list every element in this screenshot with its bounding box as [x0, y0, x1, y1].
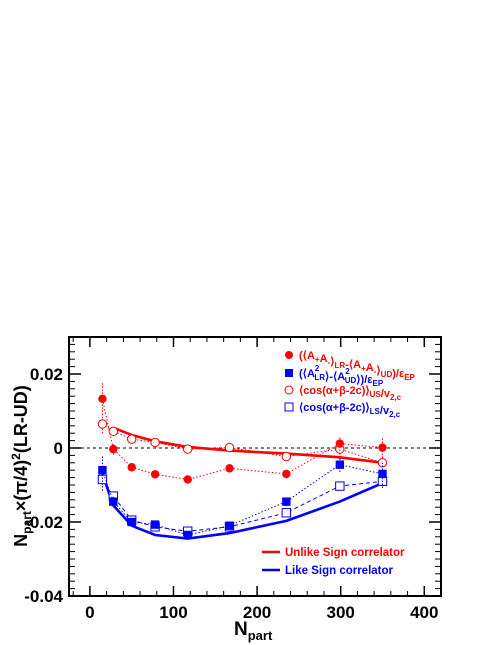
data-point	[335, 439, 345, 448]
legend-item: ⟨cos(α+β-2c)⟩LS/v2,c	[284, 402, 401, 419]
series-4	[112, 426, 383, 465]
data-point	[127, 463, 136, 472]
data-point	[225, 521, 234, 530]
data-point	[282, 497, 291, 506]
data-point	[225, 464, 234, 473]
data-point	[150, 470, 160, 479]
data-point	[127, 517, 136, 527]
data-point	[183, 444, 193, 454]
x-tick-label: 100	[159, 603, 187, 622]
x-axis-title: Npart	[234, 619, 273, 643]
data-point	[224, 442, 235, 453]
data-point	[281, 508, 292, 518]
series-line	[112, 426, 383, 465]
data-point	[378, 469, 387, 479]
y-tick-label: 0.02	[30, 365, 63, 384]
correlator-legend-item: Like Sign correlator	[262, 565, 394, 577]
data-series	[97, 382, 388, 540]
legend-marker	[284, 402, 294, 412]
plot-frame	[68, 336, 442, 597]
data-point	[98, 466, 107, 475]
legend: (⟨A+A-⟩LR-⟨A+A-⟩UD)/εEP(⟨A2 LR⟩-⟨A2 UD⟩)/ε…	[284, 350, 416, 419]
data-point	[109, 497, 118, 506]
correlator-legend-label: Like Sign correlator	[285, 565, 394, 577]
series-line	[101, 398, 383, 481]
correlator-legend-item: Unlike Sign correlator	[262, 547, 405, 559]
series-1	[98, 455, 387, 540]
legend-item: ⟨cos(α+β-2c)⟩US/v2,c	[284, 385, 402, 402]
data-point	[335, 460, 345, 469]
data-point	[126, 434, 137, 444]
x-tick-label: 300	[326, 603, 354, 622]
data-point	[282, 469, 291, 479]
y-tick-label: 0	[54, 439, 63, 458]
legend-item: (⟨A+A-⟩LR-⟨A+A-⟩UD)/εEP	[285, 350, 416, 382]
legend-label: ⟨cos(α+β-2c)⟩US/v2,c	[299, 385, 402, 402]
axis-ticks: 0 100 200 300 400 -0.04 -0.02 0 0.02	[24, 336, 442, 622]
data-point	[183, 530, 192, 540]
data-point	[150, 437, 160, 448]
legend-label: (⟨A+A-⟩LR-⟨A+A-⟩UD)/εEP	[299, 350, 416, 382]
y-axis-title: Npart×(π/4)2(LR-UD)	[9, 385, 34, 547]
legend-label: ⟨cos(α+β-2c)⟩LS/v2,c	[299, 402, 401, 419]
series-3	[97, 468, 388, 536]
series-0	[98, 382, 387, 484]
series-line	[102, 423, 383, 464]
y-tick-label: -0.04	[24, 587, 63, 606]
legend-label: (⟨A2 LR⟩-⟨A2 UD⟩)/εEP	[299, 364, 384, 388]
data-point	[378, 443, 387, 452]
data-point	[108, 426, 119, 437]
data-point	[150, 520, 160, 529]
correlator-legend: Unlike Sign correlator Like Sign correlat…	[262, 547, 405, 577]
data-point	[281, 451, 292, 462]
data-point	[97, 474, 108, 485]
data-point	[109, 444, 118, 454]
data-point	[97, 419, 108, 429]
series-line	[101, 464, 383, 536]
x-tick-label: 200	[243, 603, 271, 622]
legend-marker	[284, 385, 294, 395]
data-point	[335, 481, 345, 491]
legend-marker	[285, 351, 293, 359]
data-point	[183, 475, 192, 484]
y-tick-label: -0.02	[24, 513, 63, 532]
x-tick-label: 400	[410, 603, 438, 622]
data-point	[98, 394, 107, 403]
x-tick-label: 0	[85, 603, 94, 622]
legend-marker	[285, 369, 293, 377]
legend-item: (⟨A2 LR⟩-⟨A2 UD⟩)/εEP	[285, 364, 384, 388]
correlator-legend-label: Unlike Sign correlator	[285, 547, 405, 559]
